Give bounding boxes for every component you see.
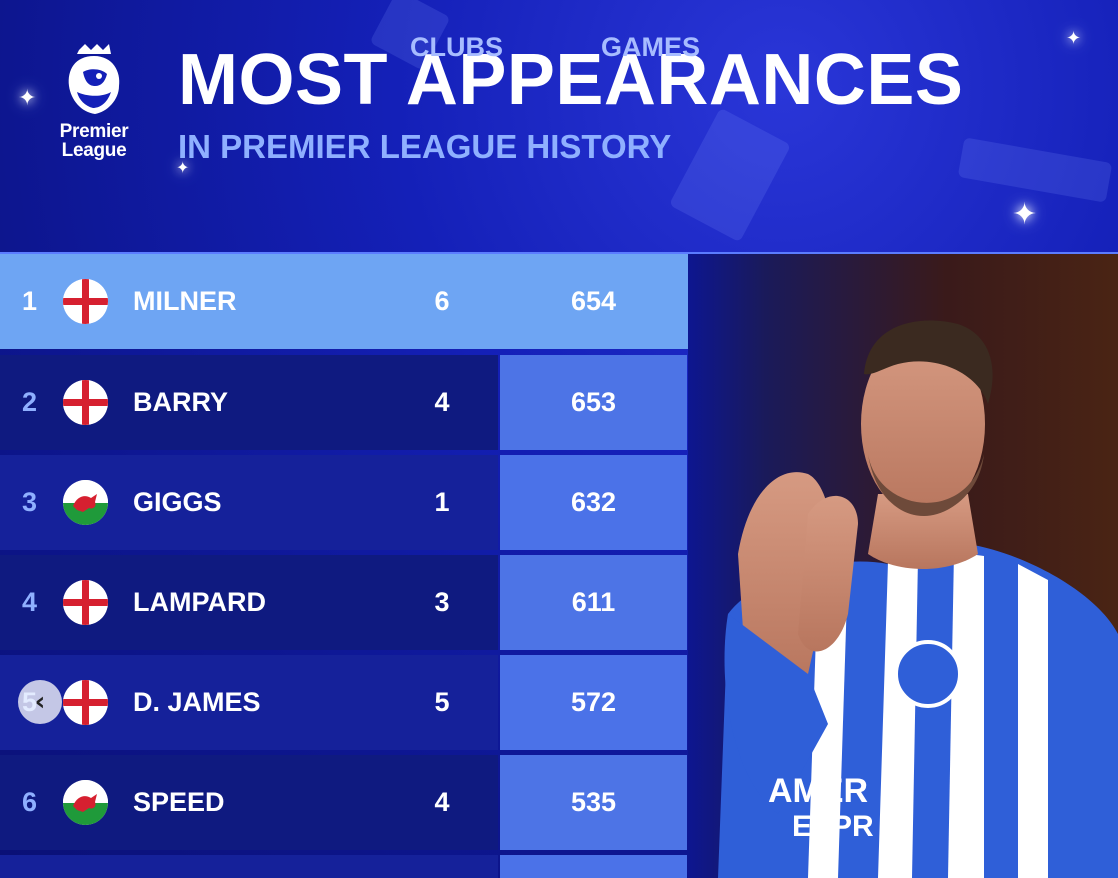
row-rank: 1 [22,286,38,316]
clubs-count: 6 [434,286,450,316]
england-flag-icon [63,680,108,725]
table-row: 3 GIGGS 1 632 [0,455,688,550]
column-header-games: GAMES [600,32,700,62]
games-count: 632 [570,487,617,517]
carousel-prev-button[interactable]: ‹ [18,680,62,724]
confetti-ribbon [957,137,1113,203]
table-row: 6 SPEED 4 535 [0,755,688,850]
page-title: MOST APPEARANCES [178,40,964,120]
games-count: 535 [570,787,617,817]
row-rank: 2 [22,387,38,417]
player-name: MILNER [133,286,237,316]
row-rank: 3 [22,487,38,517]
logo-text-league: League [61,140,127,161]
games-count: 572 [570,687,617,717]
sparkle-icon: ✦ [18,86,37,111]
games-count: 653 [570,387,617,417]
premier-league-logo: Premier League [52,42,136,160]
table-row: 1 MILNER 6 654 [0,254,688,349]
games-count: 611 [571,587,616,617]
table-row: 4 LAMPARD 3 611 [0,555,688,650]
header-divider [0,252,1118,254]
clubs-count: 4 [434,787,450,817]
england-flag-icon [63,380,108,425]
logo-text-premier: Premier [59,121,129,142]
lion-crest-icon [68,44,120,114]
player-illustration: AMER EXPR [718,320,1118,878]
sparkle-icon: ✦ [1066,28,1082,49]
player-name: BARRY [133,387,229,417]
clubs-count: 4 [434,387,450,417]
sparkle-icon: ✦ [1012,197,1038,232]
player-name: GIGGS [133,487,222,517]
sparkle-icon: ✦ [176,158,190,177]
player-name: SPEED [133,787,225,817]
jersey-sponsor-line2: EXPR [792,810,874,843]
row-rank: 6 [22,787,38,817]
column-header-clubs: CLUBS [410,32,503,62]
jersey-sponsor-line1: AMER [768,772,868,810]
player-name: LAMPARD [133,587,266,617]
wales-flag-icon [63,780,108,825]
player-photo: AMER EXPR [688,254,1118,878]
clubs-count: 5 [434,687,450,717]
england-flag-icon [63,580,108,625]
chevron-left-icon: ‹ [34,687,46,717]
clubs-count: 3 [434,587,450,617]
games-count: 654 [570,286,617,316]
confetti-ribbon [668,107,792,243]
clubs-count: 1 [434,487,450,517]
table-row: 2 BARRY 4 653 [0,355,688,450]
england-flag-icon [63,279,108,324]
row-rank: 4 [22,587,38,617]
table-row: 5 D. JAMES 5 572 [0,655,688,750]
player-name: D. JAMES [133,687,261,717]
wales-flag-icon [63,480,108,525]
table-row-partial [0,855,688,878]
page-subtitle: IN PREMIER LEAGUE HISTORY [178,128,672,165]
